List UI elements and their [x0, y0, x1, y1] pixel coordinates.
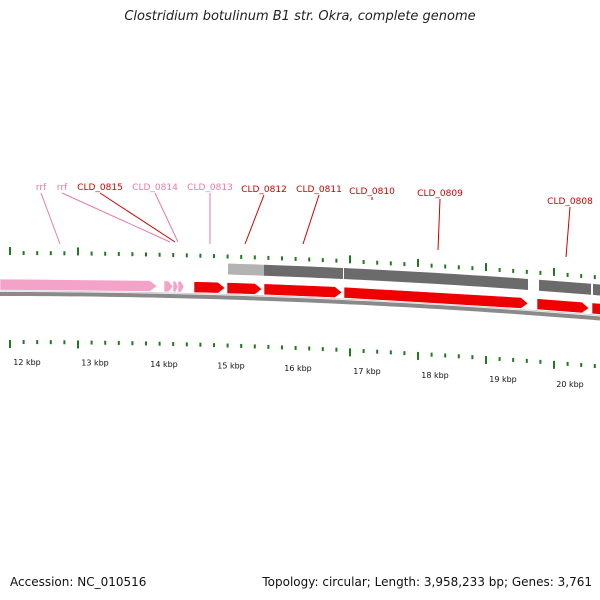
cds-feature-arrow	[193, 281, 226, 294]
label-leader-lines	[40, 192, 571, 258]
label-leader-line	[565, 206, 571, 258]
gene-label: rrf	[36, 183, 47, 193]
label-leader-line	[99, 192, 176, 243]
gene-labels: rrf rrf CLD_0815 CLD_0814 CLD_0813 CLD_0812 CL…	[36, 183, 593, 207]
scale-labels: 12 kbp 13 kbp 14 kbp 15 kbp 16 kbp 17 kbp 18 k…	[13, 358, 584, 389]
scale-label: 15 kbp	[217, 362, 245, 371]
scale-label: 12 kbp	[13, 358, 41, 367]
gene-label: rrf	[57, 183, 68, 193]
genome-summary-text: Topology: circular; Length: 3,958,233 bp…	[262, 575, 592, 589]
gene-label: CLD_0813	[187, 183, 233, 193]
inner-tick-track	[9, 340, 596, 369]
outer-tick-track	[9, 247, 596, 280]
label-leader-line	[244, 194, 265, 245]
backbone-highlight	[0, 290, 600, 316]
cds-feature-arrow	[263, 283, 343, 298]
cds-feature-arrow	[226, 282, 263, 295]
gene-bar-track	[228, 263, 600, 296]
gene-label: CLD_0814	[132, 183, 178, 193]
scale-label: 17 kbp	[353, 367, 381, 376]
rna-feature-arrow	[163, 280, 174, 293]
rna-feature-arrow	[0, 278, 158, 292]
cds-feature-arrow	[343, 286, 529, 309]
gene-bar	[228, 263, 264, 276]
rna-feature-arrow	[177, 280, 185, 293]
label-leader-line	[40, 192, 61, 245]
cds-feature-arrow	[591, 302, 600, 315]
scale-label: 14 kbp	[150, 360, 178, 369]
accession-text: Accession: NC_010516	[10, 575, 147, 589]
gene-bar	[344, 268, 528, 290]
scale-label: 20 kbp	[556, 380, 584, 389]
rna-feature-arrow	[172, 280, 179, 293]
gene-label: CLD_0808	[547, 197, 593, 207]
label-leader-line	[302, 194, 320, 245]
gene-label: CLD_0812	[241, 185, 287, 195]
gene-label: CLD_0809	[417, 189, 463, 199]
cds-feature-arrow	[536, 298, 590, 314]
feature-arrow-track	[0, 278, 600, 315]
map-title: Clostridium botulinum B1 str. Okra, comp…	[124, 9, 476, 24]
label-leader-line	[154, 192, 179, 243]
scale-label: 13 kbp	[81, 359, 109, 368]
gene-label: CLD_0815	[77, 183, 123, 193]
gene-label: CLD_0811	[296, 185, 342, 195]
gene-bar	[264, 264, 343, 280]
backbone-line	[0, 292, 600, 321]
gene-bar	[593, 283, 600, 296]
label-leader-line	[61, 192, 171, 243]
label-leader-line	[437, 198, 441, 251]
scale-label: 18 kbp	[421, 371, 449, 380]
scale-label: 16 kbp	[284, 364, 312, 373]
scale-label: 19 kbp	[489, 375, 517, 384]
gene-bar	[539, 279, 591, 295]
gene-label: CLD_0810	[349, 187, 395, 197]
backbone-track	[0, 290, 600, 321]
